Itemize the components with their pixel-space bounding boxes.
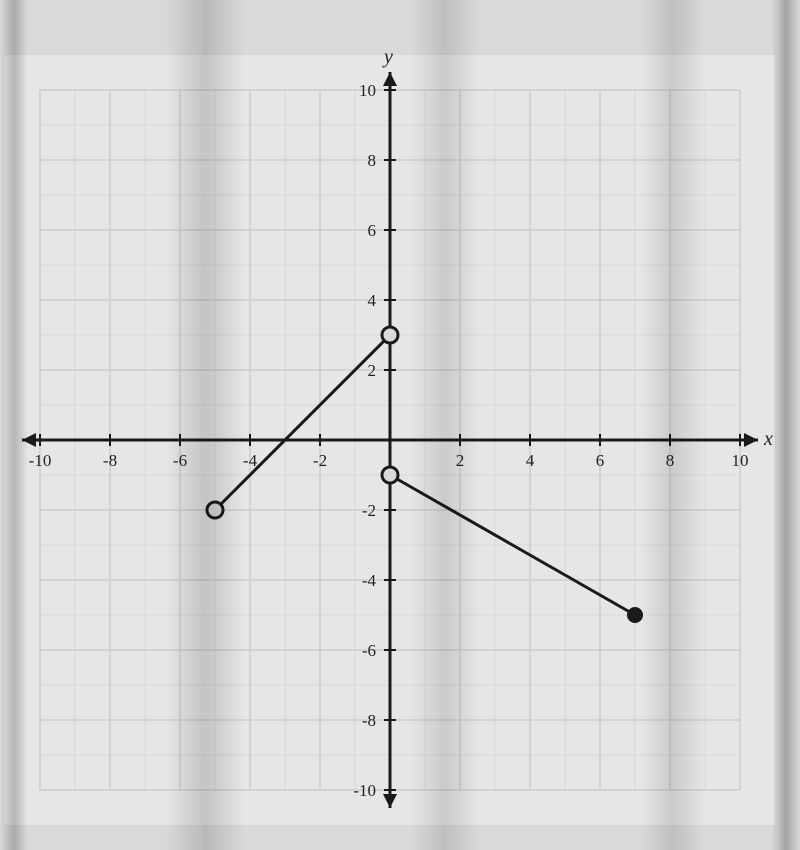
chart-svg: -10 -8 -6 -4 -2 2 4 6 8 10 -10 -8 -6 -4 -2 2 4 6 8 10 <box>0 0 800 850</box>
y-tick-label: -10 <box>353 781 376 800</box>
y-tick-label: 6 <box>368 221 377 240</box>
open-point-marker <box>382 327 398 343</box>
x-tick-label: 6 <box>596 451 605 470</box>
open-point-marker <box>207 502 223 518</box>
coordinate-chart: -10 -8 -6 -4 -2 2 4 6 8 10 -10 -8 -6 -4 -2 2 4 6 8 10 y x <box>0 0 800 850</box>
x-tick-label: -6 <box>173 451 187 470</box>
x-tick-label: 4 <box>526 451 535 470</box>
y-axis-label: y <box>384 46 393 69</box>
y-tick-label: 2 <box>368 361 377 380</box>
y-tick-label: 10 <box>359 81 376 100</box>
x-axis-label: x <box>764 428 773 451</box>
open-point-marker <box>382 467 398 483</box>
x-tick-label: -8 <box>103 451 117 470</box>
closed-point-marker <box>627 607 643 623</box>
x-tick-label: 2 <box>456 451 465 470</box>
x-tick-label: -10 <box>29 451 52 470</box>
y-tick-label: -2 <box>362 501 376 520</box>
y-tick-label: -8 <box>362 711 376 730</box>
x-tick-label: 10 <box>732 451 749 470</box>
y-tick-label: 4 <box>368 291 377 310</box>
y-tick-label: -6 <box>362 641 376 660</box>
x-tick-label: -4 <box>243 451 258 470</box>
x-tick-label: 8 <box>666 451 675 470</box>
x-tick-label: -2 <box>313 451 327 470</box>
y-tick-label: -4 <box>362 571 377 590</box>
y-tick-label: 8 <box>368 151 377 170</box>
